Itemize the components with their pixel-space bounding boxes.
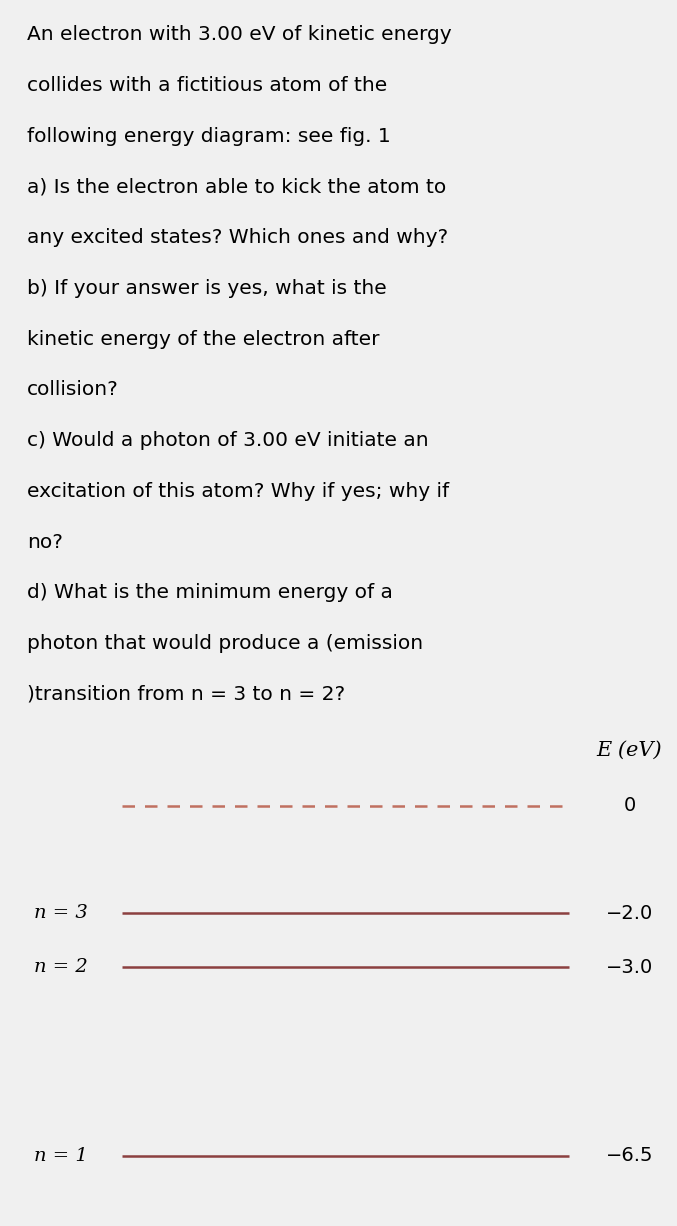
Text: photon that would produce a (emission: photon that would produce a (emission (27, 634, 423, 653)
Text: a) Is the electron able to kick the atom to: a) Is the electron able to kick the atom… (27, 178, 446, 196)
Text: following energy diagram: see fig. 1: following energy diagram: see fig. 1 (27, 126, 391, 146)
Text: 0: 0 (624, 796, 636, 815)
Text: no?: no? (27, 532, 63, 552)
Text: −6.5: −6.5 (606, 1146, 653, 1166)
Text: An electron with 3.00 eV of kinetic energy: An electron with 3.00 eV of kinetic ener… (27, 26, 452, 44)
Text: n = 3: n = 3 (34, 905, 87, 922)
Text: E (eV): E (eV) (597, 741, 662, 760)
Text: collides with a fictitious atom of the: collides with a fictitious atom of the (27, 76, 387, 96)
Text: −3.0: −3.0 (606, 958, 653, 977)
Text: n = 1: n = 1 (34, 1148, 87, 1165)
Text: n = 2: n = 2 (34, 959, 87, 976)
Text: any excited states? Which ones and why?: any excited states? Which ones and why? (27, 228, 448, 248)
Text: )transition from n = 3 to n = 2?: )transition from n = 3 to n = 2? (27, 685, 345, 704)
Text: −2.0: −2.0 (606, 904, 653, 923)
Text: kinetic energy of the electron after: kinetic energy of the electron after (27, 330, 380, 348)
Text: c) Would a photon of 3.00 eV initiate an: c) Would a photon of 3.00 eV initiate an (27, 432, 429, 450)
Text: d) What is the minimum energy of a: d) What is the minimum energy of a (27, 584, 393, 602)
Text: b) If your answer is yes, what is the: b) If your answer is yes, what is the (27, 280, 387, 298)
Text: collision?: collision? (27, 380, 119, 400)
Text: excitation of this atom? Why if yes; why if: excitation of this atom? Why if yes; why… (27, 482, 450, 501)
